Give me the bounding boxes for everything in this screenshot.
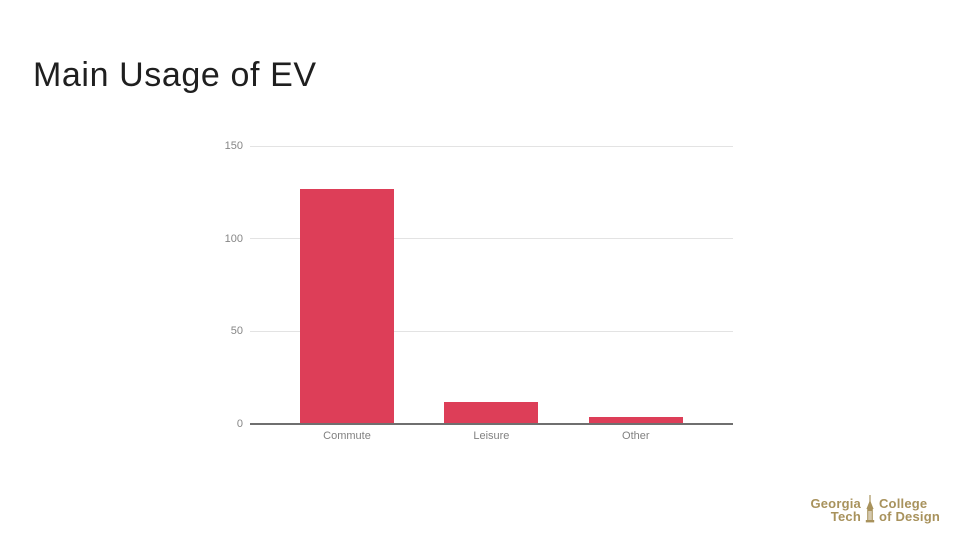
gridline-150 bbox=[250, 145, 733, 147]
bar-commute bbox=[300, 188, 394, 424]
gridline-50 bbox=[250, 330, 733, 332]
x-axis-baseline bbox=[250, 423, 733, 425]
gridline-100 bbox=[250, 238, 733, 240]
tech-tower-icon bbox=[863, 495, 877, 525]
logo-text-college-of-design: College of Design bbox=[879, 497, 940, 523]
logo-line-georgia: Georgia bbox=[810, 496, 861, 511]
bar-leisure bbox=[444, 401, 539, 424]
x-axis-label-commute: Commute bbox=[323, 430, 371, 442]
y-axis-tick-50: 50 bbox=[230, 325, 243, 338]
logo-line-college: College bbox=[878, 496, 928, 511]
y-axis-tick-150: 150 bbox=[224, 140, 243, 152]
logo-text-georgia-tech: Georgia Tech bbox=[810, 497, 861, 523]
x-axis-label-leisure: Leisure bbox=[473, 430, 510, 442]
georgia-tech-college-of-design-logo: Georgia Tech College of Design bbox=[810, 495, 940, 525]
y-axis-tick-0: 0 bbox=[236, 418, 243, 430]
x-axis-label-other: Other bbox=[622, 430, 650, 442]
y-axis-tick-100: 100 bbox=[224, 232, 243, 245]
slide-title: Main Usage of EV bbox=[33, 56, 317, 94]
bar-other bbox=[588, 416, 683, 424]
logo-line-of-design: of Design bbox=[878, 509, 940, 524]
logo-line-tech: Tech bbox=[830, 509, 861, 524]
